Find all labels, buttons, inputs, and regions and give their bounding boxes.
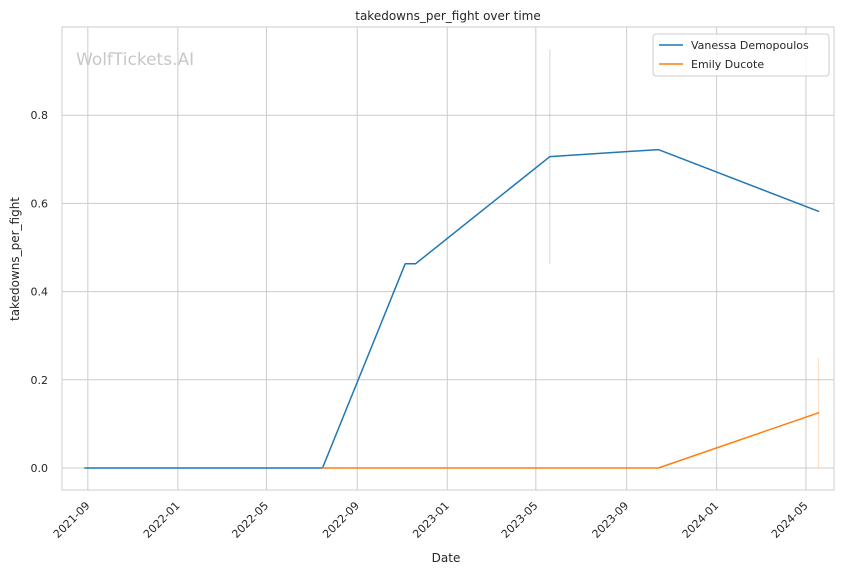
chart-title: takedowns_per_fight over time <box>355 9 541 23</box>
watermark: WolfTickets.AI <box>76 50 194 70</box>
series-line <box>321 412 820 469</box>
legend-frame <box>652 33 830 77</box>
y-tick-label: 0.0 <box>31 462 49 475</box>
series-layer <box>84 49 820 469</box>
y-tick-label: 0.8 <box>31 109 49 122</box>
x-axis-label: Date <box>432 551 461 565</box>
legend-label: Vanessa Demopoulos <box>691 39 809 52</box>
y-tick-label: 0.6 <box>31 197 49 210</box>
y-axis-label: takedowns_per_fight <box>8 197 22 321</box>
y-axis-ticks: 0.0 0.2 0.4 0.6 0.8 <box>31 109 49 475</box>
y-tick-label: 0.4 <box>31 286 49 299</box>
legend: Vanessa Demopoulos Emily Ducote <box>652 33 830 77</box>
y-tick-label: 0.2 <box>31 374 49 387</box>
plot-area <box>61 26 835 491</box>
legend-label: Emily Ducote <box>691 58 764 71</box>
series-2 <box>321 357 820 469</box>
